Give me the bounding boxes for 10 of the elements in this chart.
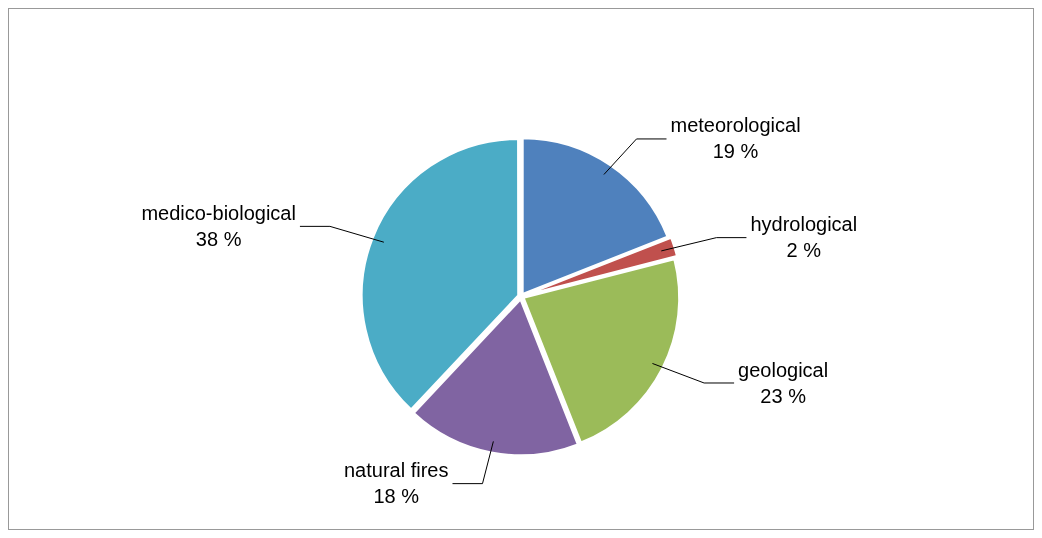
slice-label: meteorological: [670, 114, 801, 137]
data-label: 23 %: [760, 384, 807, 407]
data-label: 19 %: [712, 140, 759, 163]
slice-label: natural fires: [343, 459, 449, 482]
data-label: 2 %: [786, 239, 822, 262]
slice-label: geological: [738, 358, 829, 381]
slice-label: hydrological: [750, 213, 858, 236]
data-label: 18 %: [373, 485, 420, 508]
data-label: 38 %: [195, 227, 242, 250]
slice-label: medico-biological: [141, 201, 296, 224]
